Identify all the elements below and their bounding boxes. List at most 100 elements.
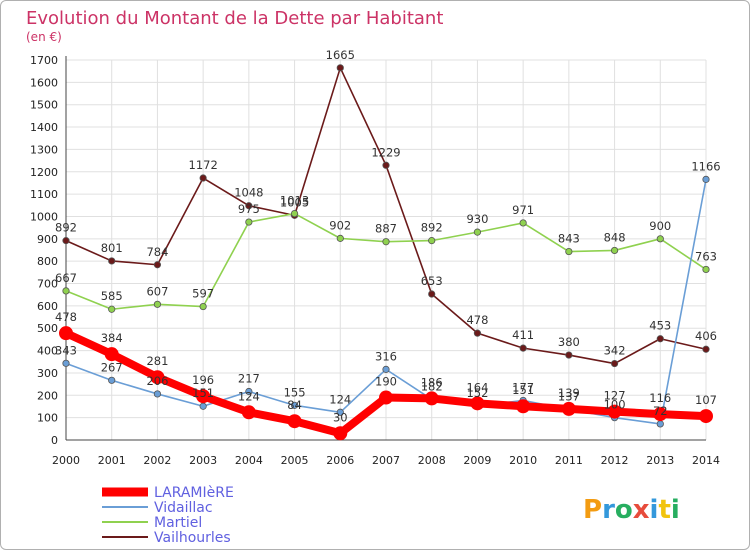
y-tick-label: 300: [37, 367, 58, 380]
data-label: 30: [333, 410, 348, 424]
y-tick-label: 700: [37, 278, 58, 291]
chart-subtitle: (en €): [26, 30, 62, 44]
data-point: [196, 389, 211, 404]
data-label: 267: [101, 360, 123, 374]
data-label: 1005: [280, 195, 309, 209]
legend-label: Vidaillac: [154, 500, 213, 516]
data-label: 902: [329, 218, 351, 232]
data-point: [473, 228, 482, 236]
data-label: 411: [512, 328, 534, 342]
data-label: 653: [421, 274, 443, 288]
y-tick-label: 1000: [30, 210, 58, 223]
x-tick-label: 2012: [601, 454, 629, 467]
data-point: [245, 218, 253, 226]
data-label: 186: [421, 375, 443, 389]
data-point: [287, 414, 302, 429]
data-point: [245, 202, 253, 210]
axes: 0 100 200 300 400 500 600 700 800 900 1000 1100 1200…: [30, 54, 720, 467]
data-label: 971: [512, 203, 534, 217]
y-tick-label: 1100: [30, 188, 58, 201]
x-tick-label: 2007: [372, 454, 400, 467]
data-label: 384: [101, 331, 123, 345]
data-point: [473, 329, 482, 337]
data-label: 763: [695, 249, 717, 263]
data-label: 801: [101, 241, 123, 255]
data-label: 206: [146, 374, 168, 388]
data-point: [290, 401, 299, 409]
data-label: 1665: [326, 48, 355, 62]
data-label: 380: [558, 335, 580, 349]
logo-text: Proxiti: [583, 495, 680, 525]
data-point: [656, 235, 664, 243]
data-label: 127: [604, 389, 626, 403]
data-label: 478: [55, 310, 77, 324]
data-point: [150, 370, 165, 385]
y-tick-label: 1300: [30, 143, 58, 156]
data-label: 585: [101, 289, 123, 303]
data-label: 1172: [189, 158, 218, 172]
data-label: 164: [466, 380, 488, 394]
y-tick-label: 100: [37, 412, 58, 425]
data-label: 892: [421, 221, 443, 235]
data-label: 151: [512, 383, 534, 397]
data-point: [199, 302, 207, 311]
data-label: 406: [695, 329, 717, 343]
data-label: 848: [604, 230, 626, 244]
data-label: 72: [653, 404, 668, 418]
data-point: [702, 265, 710, 274]
x-tick-label: 2005: [281, 454, 309, 467]
data-point: [199, 174, 207, 182]
y-tick-label: 1200: [30, 166, 58, 179]
data-point: [607, 404, 622, 419]
y-tick-label: 1400: [30, 121, 58, 134]
data-label: 887: [375, 222, 397, 236]
data-point: [424, 391, 439, 406]
y-tick-label: 0: [51, 434, 58, 447]
y-tick-label: 1500: [30, 99, 58, 112]
x-tick-label: 2013: [646, 454, 674, 467]
data-label: 152: [466, 386, 488, 400]
data-point: [561, 401, 576, 416]
y-tick-label: 900: [37, 233, 58, 246]
data-point: [153, 261, 162, 269]
data-point: [428, 237, 436, 245]
data-point: [153, 300, 162, 308]
data-label: 342: [604, 344, 626, 358]
data-point: [108, 305, 116, 313]
data-point: [153, 390, 162, 398]
legend-label: Vailhourles: [154, 530, 231, 546]
proxiti-logo: Proxiti: [583, 495, 680, 525]
data-label: 975: [238, 202, 260, 216]
data-point: [336, 408, 344, 416]
data-point: [428, 290, 436, 298]
data-point: [519, 219, 527, 227]
legend-label: Martiel: [154, 515, 202, 531]
data-point: [241, 405, 256, 420]
data-point: [470, 396, 485, 411]
data-label: 843: [558, 232, 580, 246]
data-label: 597: [192, 287, 214, 301]
data-point: [610, 359, 619, 368]
y-tick-label: 400: [37, 345, 58, 358]
data-label: 607: [146, 284, 168, 298]
data-label: 900: [649, 219, 671, 233]
data-label: 116: [649, 391, 671, 405]
data-point: [62, 359, 70, 367]
data-label: 784: [146, 245, 168, 259]
data-label: 155: [284, 385, 306, 399]
data-label: 478: [466, 313, 488, 327]
y-tick-label: 200: [37, 389, 58, 402]
data-label: 137: [558, 389, 580, 403]
data-label: 124: [329, 392, 351, 406]
y-tick-label: 500: [37, 322, 58, 335]
data-label: 892: [55, 221, 77, 235]
data-point: [333, 426, 348, 441]
data-point: [62, 237, 70, 245]
data-label: 177: [512, 380, 534, 394]
data-point: [519, 344, 527, 352]
data-label: 182: [421, 379, 443, 393]
data-label: 1229: [371, 145, 400, 159]
x-tick-label: 2002: [143, 454, 171, 467]
